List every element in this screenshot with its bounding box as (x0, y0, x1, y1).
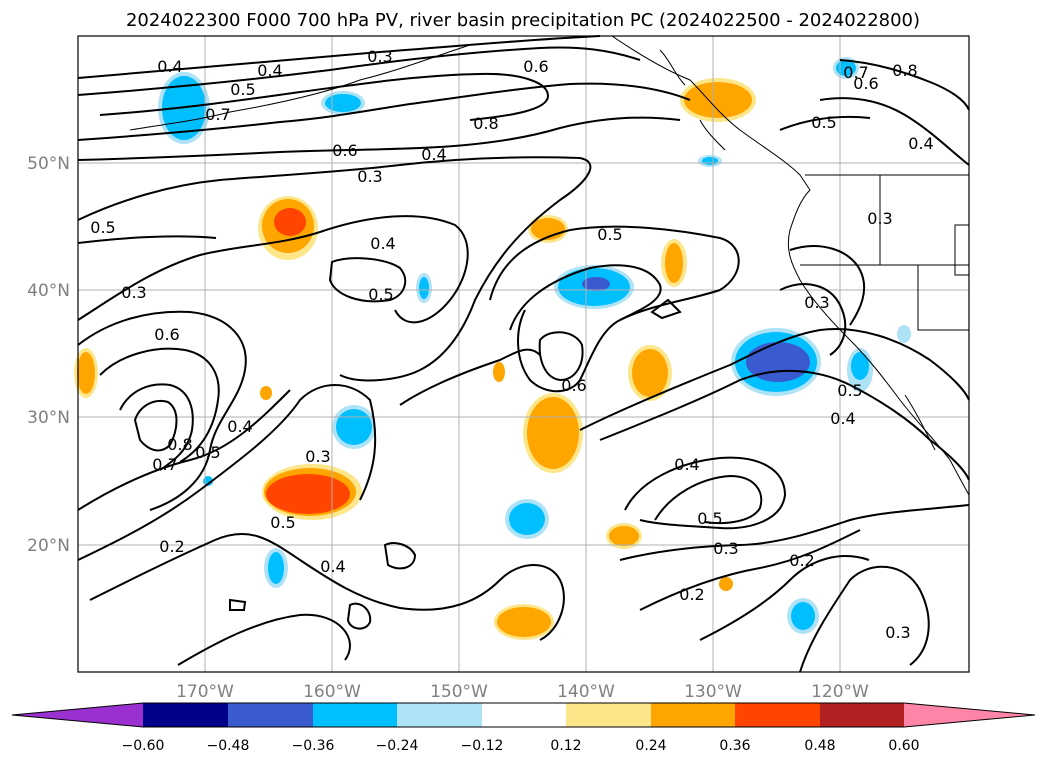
contour-label: 0.4 (257, 61, 282, 80)
contour-label: 0.8 (167, 435, 192, 454)
contour-label: 0.5 (837, 381, 862, 400)
contour-label: 0.5 (270, 513, 295, 532)
colorbar-tick-label: −0.12 (461, 738, 504, 754)
lat-label-50n: 50°N (27, 154, 70, 174)
colorbar-tick-label: 0.60 (888, 738, 919, 754)
contour-label: 0.4 (908, 134, 933, 153)
contour-label: 0.8 (473, 114, 498, 133)
contour-label: 0.7 (205, 105, 230, 124)
contour-label: 0.6 (853, 74, 878, 93)
colorbar-bin (228, 703, 313, 727)
colorbar-bin (820, 703, 904, 727)
contour-label: 0.4 (674, 455, 699, 474)
colorbar-tick-label: 0.24 (635, 738, 666, 754)
contour-label: 0.6 (154, 325, 179, 344)
colorbar-tick-label: −0.60 (122, 738, 165, 754)
lat-labels: 50°N 40°N 30°N 20°N (27, 154, 70, 556)
contour-label: 0.4 (157, 57, 182, 76)
contour-label: 0.4 (421, 145, 446, 164)
colorbar-bin (143, 703, 228, 727)
contour-label: 0.7 (843, 63, 868, 82)
precip-shading (74, 57, 911, 640)
colorbar-bin (651, 703, 735, 727)
contour-label: 0.3 (885, 623, 910, 642)
contour-label: 0.5 (697, 509, 722, 528)
colorbar-bin (313, 703, 397, 727)
colorbar-bin (482, 703, 566, 727)
contour-label: 0.4 (830, 409, 855, 428)
contour-label: 0.8 (892, 61, 917, 80)
pv-contours (77, 35, 970, 673)
lon-label-130w: 130°W (684, 682, 742, 702)
contour-label: 0.2 (679, 585, 704, 604)
lon-label-150w: 150°W (430, 682, 488, 702)
lon-label-120w: 120°W (811, 682, 869, 702)
contour-label: 0.5 (811, 113, 836, 132)
colorbar-tick-label: −0.24 (376, 738, 419, 754)
lon-label-140w: 140°W (557, 682, 615, 702)
map-panel: 0.3 0.4 0.5 0.6 0.7 0.8 0.5 0.4 0.3 0.5 … (74, 35, 970, 673)
contour-labels: 0.3 0.4 0.5 0.6 0.7 0.8 0.5 0.4 0.3 0.5 … (90, 47, 933, 642)
contour-label: 0.4 (370, 234, 395, 253)
colorbar-tick-label: −0.36 (292, 738, 335, 754)
colorbar: −0.60 −0.48 −0.36 −0.24 −0.12 0.12 0.24 … (11, 702, 1036, 754)
contour-label: 0.3 (357, 167, 382, 186)
contour-label: 0.3 (867, 209, 892, 228)
colorbar-extend-high (904, 703, 1035, 727)
lon-labels: 170°W 160°W 150°W 140°W 130°W 120°W (176, 682, 869, 702)
colorbar-bin (397, 703, 482, 727)
colorbar-bin (735, 703, 820, 727)
graticule (78, 36, 969, 672)
colorbar-extend-low (12, 703, 143, 727)
contour-label: 0.6 (332, 141, 357, 160)
contour-label: 0.3 (305, 447, 330, 466)
lat-label-20n: 20°N (27, 536, 70, 556)
contour-label: 0.5 (597, 225, 622, 244)
contour-label: 0.5 (195, 443, 220, 462)
contour-label: 0.5 (368, 285, 393, 304)
contour-label: 0.3 (713, 539, 738, 558)
lat-label-30n: 30°N (27, 408, 70, 428)
contour-label: 0.5 (230, 80, 255, 99)
contour-label: 0.7 (152, 455, 177, 474)
coastlines (129, 35, 970, 496)
contour-label: 0.6 (523, 57, 548, 76)
colorbar-tick-label: 0.48 (804, 738, 835, 754)
map-title: 2024022300 F000 700 hPa PV, river basin … (126, 10, 920, 31)
contour-label: 0.5 (90, 218, 115, 237)
colorbar-tick-label: 0.12 (550, 738, 581, 754)
lat-label-40n: 40°N (27, 281, 70, 301)
colorbar-tick-label: −0.48 (207, 738, 250, 754)
lon-label-170w: 170°W (176, 682, 234, 702)
map-frame (77, 35, 970, 673)
contour-label: 0.3 (121, 283, 146, 302)
contour-label: 0.4 (320, 557, 345, 576)
colorbar-outline (11, 702, 1036, 728)
colorbar-ticks: −0.60 −0.48 −0.36 −0.24 −0.12 0.12 0.24 … (122, 738, 920, 754)
lon-label-160w: 160°W (303, 682, 361, 702)
contour-label: 0.3 (367, 47, 392, 66)
contour-label: 0.2 (159, 537, 184, 556)
contour-label: 0.4 (227, 417, 252, 436)
contour-label: 0.2 (789, 551, 814, 570)
contour-label: 0.6 (561, 376, 586, 395)
contour-label: 0.3 (804, 293, 829, 312)
colorbar-tick-label: 0.36 (719, 738, 750, 754)
colorbar-bin (566, 703, 651, 727)
